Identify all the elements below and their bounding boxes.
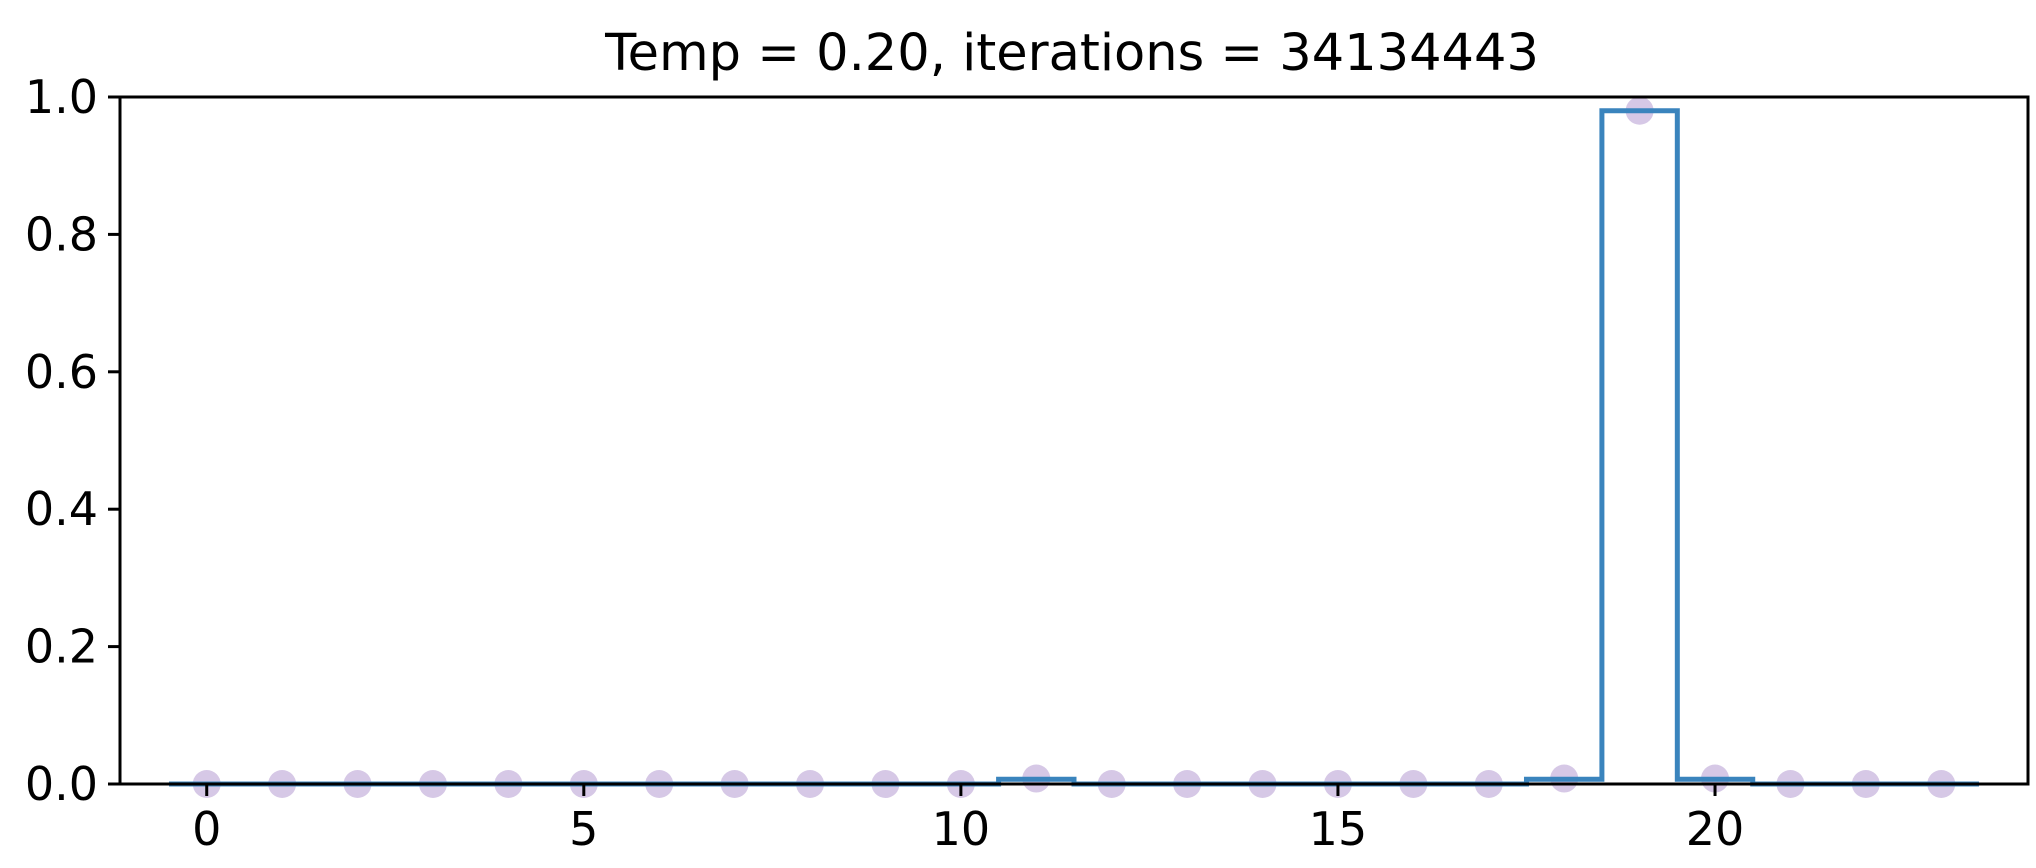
- y-tick-label: 0.8: [25, 207, 98, 261]
- x-tick-label: 15: [1309, 802, 1368, 856]
- y-tick-label: 0.0: [25, 757, 98, 811]
- x-tick-label: 20: [1686, 802, 1745, 856]
- y-tick-label: 0.2: [25, 620, 98, 674]
- plot-area: [169, 96, 1979, 798]
- chart-title: Temp = 0.20, iterations = 34134443: [604, 24, 1539, 83]
- x-tick-label: 0: [192, 802, 221, 856]
- step-line: [169, 108, 1979, 787]
- x-tick-label: 5: [569, 802, 598, 856]
- x-axis: 0 5 10 15 20: [192, 784, 1744, 856]
- y-axis: 0.0 0.2 0.4 0.6 0.8 1.0: [25, 70, 120, 811]
- y-tick-label: 1.0: [25, 70, 98, 124]
- axes-frame: [118, 95, 2030, 786]
- x-tick-label: 10: [932, 802, 991, 856]
- y-tick-label: 0.6: [25, 345, 98, 399]
- y-tick-label: 0.4: [25, 482, 98, 536]
